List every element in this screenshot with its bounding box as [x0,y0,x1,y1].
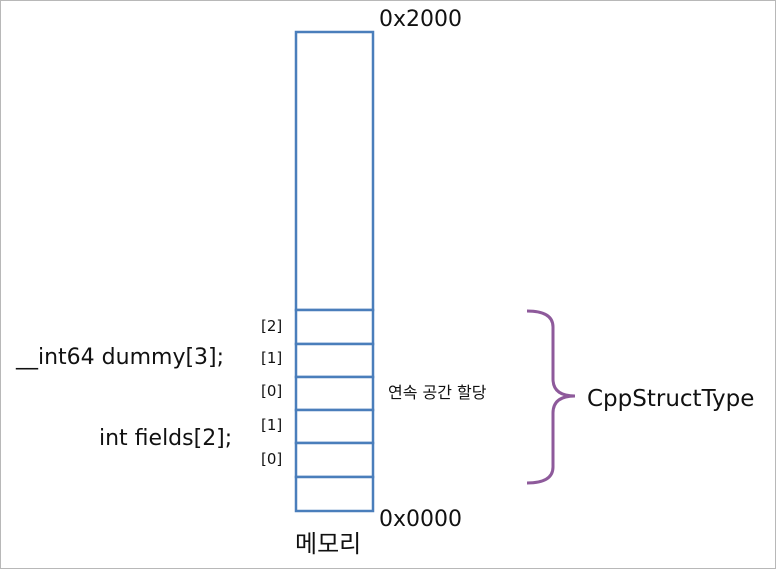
bottom-address-label: 0x0000 [379,507,463,532]
struct-brace [526,309,576,485]
top-address-label: 0x2000 [379,7,463,32]
index-label-dummy-0: [0] [261,382,283,400]
memory-cell-dummy-2 [294,308,375,346]
memory-label: 메모리 [295,530,362,558]
free-memory-block [294,30,375,312]
dummy-declaration: __int64 dummy[3]; [16,345,225,370]
memory-cell-fields-1 [294,408,375,445]
memory-cell-dummy-0 [294,375,375,412]
memory-cell-dummy-1 [294,342,375,379]
index-label-fields-0: [0] [261,450,283,468]
memory-cell-base [294,475,375,513]
struct-type-label: CppStructType [587,386,755,412]
contiguous-allocation-label: 연속 공간 할당 [388,383,487,402]
fields-declaration: int fields[2]; [99,426,233,451]
index-label-dummy-1: [1] [261,349,283,367]
index-label-dummy-2: [2] [261,317,283,335]
index-label-fields-1: [1] [261,416,283,434]
memory-cell-fields-0 [294,441,375,479]
